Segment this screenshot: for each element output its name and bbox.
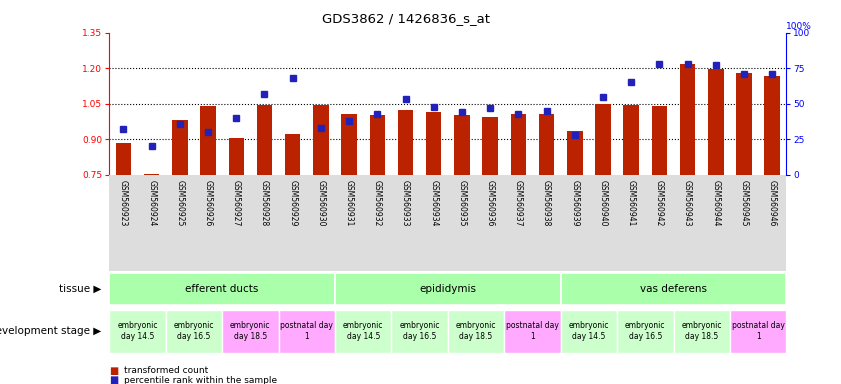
Bar: [623, 104, 639, 175]
Text: epididymis: epididymis: [420, 284, 476, 294]
Text: embryonic
day 14.5: embryonic day 14.5: [117, 321, 158, 341]
Bar: [730, 310, 786, 353]
Bar: [172, 120, 188, 175]
Bar: [335, 273, 561, 305]
Bar: [144, 174, 160, 175]
Bar: [109, 273, 335, 305]
Text: embryonic
day 16.5: embryonic day 16.5: [174, 321, 214, 341]
Text: embryonic
day 14.5: embryonic day 14.5: [569, 321, 609, 341]
Text: GSM560944: GSM560944: [711, 180, 720, 226]
Bar: [278, 310, 335, 353]
Text: development stage ▶: development stage ▶: [0, 326, 101, 336]
Text: GSM560941: GSM560941: [627, 180, 636, 226]
Text: 100%: 100%: [786, 22, 812, 31]
Text: GSM560934: GSM560934: [429, 180, 438, 226]
Bar: [483, 118, 498, 175]
Bar: [257, 104, 272, 175]
Text: GSM560945: GSM560945: [739, 180, 748, 226]
Text: embryonic
day 18.5: embryonic day 18.5: [230, 321, 271, 341]
Text: embryonic
day 18.5: embryonic day 18.5: [681, 321, 722, 341]
Text: GSM560946: GSM560946: [768, 180, 777, 226]
Bar: [398, 110, 413, 175]
Text: GSM560924: GSM560924: [147, 180, 156, 226]
Text: embryonic
day 18.5: embryonic day 18.5: [456, 321, 496, 341]
Text: tissue ▶: tissue ▶: [59, 284, 101, 294]
Bar: [617, 310, 674, 353]
Bar: [313, 104, 329, 175]
Text: GSM560925: GSM560925: [176, 180, 184, 226]
Text: GSM560930: GSM560930: [316, 180, 325, 226]
Text: percentile rank within the sample: percentile rank within the sample: [124, 376, 278, 384]
Bar: [708, 69, 723, 175]
Text: GSM560936: GSM560936: [485, 180, 495, 226]
Bar: [510, 114, 526, 175]
Bar: [341, 114, 357, 175]
Text: transformed count: transformed count: [124, 366, 209, 375]
Bar: [200, 106, 216, 175]
Bar: [116, 144, 131, 175]
Bar: [335, 310, 391, 353]
Bar: [426, 112, 442, 175]
Text: GDS3862 / 1426836_s_at: GDS3862 / 1426836_s_at: [322, 12, 489, 25]
Bar: [447, 310, 505, 353]
Text: GSM560927: GSM560927: [232, 180, 241, 226]
Bar: [166, 310, 222, 353]
Bar: [369, 114, 385, 175]
Bar: [222, 310, 278, 353]
Text: GSM560937: GSM560937: [514, 180, 523, 226]
Bar: [539, 114, 554, 175]
Bar: [567, 131, 583, 175]
Bar: [561, 310, 617, 353]
Text: vas deferens: vas deferens: [640, 284, 707, 294]
Text: embryonic
day 16.5: embryonic day 16.5: [625, 321, 665, 341]
Text: GSM560929: GSM560929: [288, 180, 297, 226]
Text: postnatal day
1: postnatal day 1: [280, 321, 333, 341]
Text: postnatal day
1: postnatal day 1: [732, 321, 785, 341]
Bar: [391, 310, 447, 353]
Bar: [674, 310, 730, 353]
Bar: [652, 106, 667, 175]
Text: GSM560928: GSM560928: [260, 180, 269, 226]
Text: GSM560932: GSM560932: [373, 180, 382, 226]
Text: efferent ducts: efferent ducts: [186, 284, 259, 294]
Text: GSM560943: GSM560943: [683, 180, 692, 226]
Bar: [285, 134, 300, 175]
Text: embryonic
day 14.5: embryonic day 14.5: [343, 321, 383, 341]
Text: postnatal day
1: postnatal day 1: [506, 321, 559, 341]
Text: GSM560933: GSM560933: [401, 180, 410, 226]
Bar: [109, 310, 166, 353]
Bar: [595, 104, 611, 175]
Bar: [561, 273, 786, 305]
Text: embryonic
day 16.5: embryonic day 16.5: [399, 321, 440, 341]
Text: ■: ■: [109, 366, 119, 376]
Bar: [229, 138, 244, 175]
Text: GSM560940: GSM560940: [599, 180, 607, 226]
Bar: [454, 115, 469, 175]
Text: GSM560923: GSM560923: [119, 180, 128, 226]
Text: GSM560926: GSM560926: [204, 180, 213, 226]
Bar: [764, 76, 780, 175]
Text: ■: ■: [109, 375, 119, 384]
Bar: [505, 310, 561, 353]
Text: GSM560938: GSM560938: [542, 180, 551, 226]
Text: GSM560939: GSM560939: [570, 180, 579, 226]
Text: GSM560931: GSM560931: [345, 180, 353, 226]
Text: GSM560935: GSM560935: [458, 180, 467, 226]
Bar: [736, 73, 752, 175]
Text: GSM560942: GSM560942: [655, 180, 664, 226]
Bar: [680, 64, 696, 175]
